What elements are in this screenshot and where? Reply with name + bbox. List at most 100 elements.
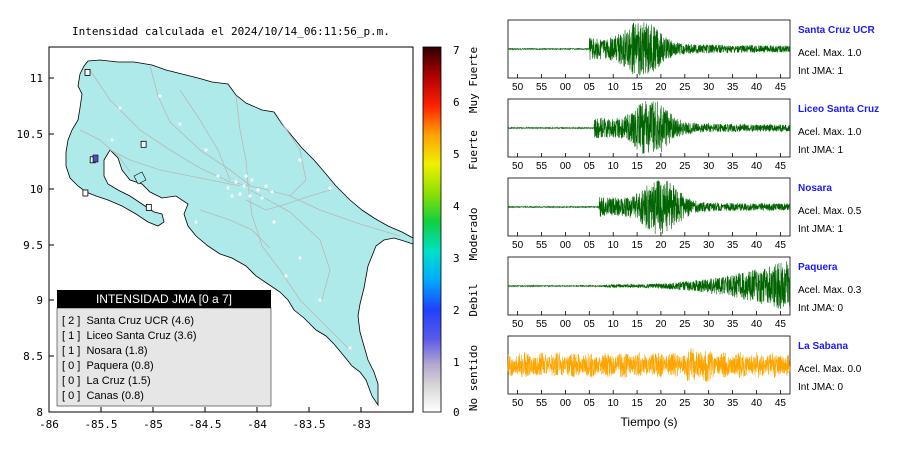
waveform-x-ticks: 50 55 00 05 10 15 20 25 30 35 40 45 <box>512 74 786 93</box>
station-marker <box>82 189 89 197</box>
waveform-tick-label: 05 <box>584 240 596 251</box>
station-name: Nosara <box>798 183 832 194</box>
waveform-tick-label: 55 <box>536 240 548 251</box>
y-tick-label: 10.5 <box>17 128 44 141</box>
waveform-trace <box>507 348 791 382</box>
waveform-panel-santa-cruz-ucr: 50 55 00 05 10 15 20 25 30 35 40 45 Santa Cruz UCR … <box>507 19 875 93</box>
waveform-tick-label: 30 <box>703 319 715 330</box>
station-name: Paquera <box>798 262 838 273</box>
legend-item: [ 0 ] La Cruz (1.5) <box>62 375 151 387</box>
legend-item: [ 1 ] Nosara (1.8) <box>62 345 148 357</box>
waveform-tick-label: 50 <box>512 161 524 172</box>
legend-title-bar <box>57 290 271 308</box>
waveform-tick-label: 15 <box>632 398 644 409</box>
waveform-panel-paquera: 50 55 00 05 10 15 20 25 30 35 40 45 Paquera Acel. M… <box>507 256 862 330</box>
waveform-tick-label: 20 <box>655 82 667 93</box>
y-tick-label: 10 <box>30 183 43 196</box>
colorbar-label: No sentido <box>467 345 480 411</box>
waveform-tick-label: 45 <box>775 319 787 330</box>
waveform-tick-label: 20 <box>655 240 667 251</box>
town-markers <box>110 94 378 408</box>
colorbar-tick: 1 <box>453 356 460 369</box>
waveform-tick-label: 50 <box>512 82 524 93</box>
colorbar-tick: 0 <box>453 406 460 419</box>
colorbar-tick: 6 <box>453 96 460 109</box>
waveform-tick-label: 30 <box>703 161 715 172</box>
y-tick-marks <box>49 77 54 357</box>
waveform-trace <box>507 180 791 235</box>
station-accel: Acel. Max. 1.0 <box>798 127 862 138</box>
waveform-tick-label: 25 <box>679 319 691 330</box>
waveform-tick-label: 15 <box>632 161 644 172</box>
legend-title: INTENSIDAD JMA [0 a 7] <box>96 292 232 306</box>
waveform-tick-label: 10 <box>608 82 620 93</box>
x-tick-label: -83.5 <box>292 418 325 431</box>
y-tick-label: 9 <box>36 294 43 307</box>
waveform-tick-label: 05 <box>584 161 596 172</box>
waveform-panel-la-sabana: 50 55 00 05 10 15 20 25 30 35 40 45 La Sabana Acel.… <box>507 335 862 409</box>
waveform-tick-label: 50 <box>512 398 524 409</box>
colorbar-label: Muy Fuerte <box>467 47 480 113</box>
waveform-tick-label: 05 <box>584 319 596 330</box>
waveform-tick-label: 50 <box>512 240 524 251</box>
waveform-tick-label: 15 <box>632 82 644 93</box>
waveform-tick-label: 55 <box>536 319 548 330</box>
waveform-tick-label: 15 <box>632 319 644 330</box>
legend-item: [ 2 ] Santa Cruz UCR (4.6) <box>62 315 194 327</box>
waveform-tick-label: 00 <box>560 398 572 409</box>
waveform-tick-label: 40 <box>751 319 763 330</box>
waveform-tick-label: 30 <box>703 82 715 93</box>
colorbar-tick: 4 <box>453 200 460 213</box>
map-title: Intensidad calculada el 2024/10/14_06:11… <box>72 25 390 38</box>
waveform-tick-label: 40 <box>751 240 763 251</box>
waveform-tick-label: 35 <box>727 319 739 330</box>
station-accel: Acel. Max. 0.3 <box>798 285 862 296</box>
waveform-tick-label: 20 <box>655 161 667 172</box>
station-marker-highlight <box>92 154 99 163</box>
y-tick-label: 8 <box>36 406 43 419</box>
waveform-tick-label: 55 <box>536 161 548 172</box>
colorbar-tick: 5 <box>453 148 460 161</box>
waveform-trace <box>507 261 791 309</box>
legend-item: [ 0 ] Canas (0.8) <box>62 390 144 402</box>
legend-body <box>56 307 272 407</box>
waveform-tick-label: 45 <box>775 82 787 93</box>
colorbar-tick: 2 <box>453 304 460 317</box>
waveform-x-ticks: 50 55 00 05 10 15 20 25 30 35 40 45 <box>512 390 786 409</box>
colorbar-tick: 7 <box>453 44 460 57</box>
station-jma: Int JMA: 1 <box>798 145 843 156</box>
station-name: Liceo Santa Cruz <box>798 104 879 115</box>
y-tick-label: 9.5 <box>23 239 43 252</box>
waveform-tick-label: 50 <box>512 319 524 330</box>
intensity-colorbar: 7 6 5 4 3 2 1 0 Muy Fuerte Fuerte Modera… <box>422 44 480 419</box>
station-accel: Acel. Max. 1.0 <box>798 48 862 59</box>
waveform-tick-label: 30 <box>703 240 715 251</box>
station-jma: Int JMA: 0 <box>798 382 843 393</box>
waveform-tick-label: 10 <box>608 398 620 409</box>
waveform-x-ticks: 50 55 00 05 10 15 20 25 30 35 40 45 <box>512 311 786 330</box>
waveform-tick-label: 35 <box>727 240 739 251</box>
waveform-tick-label: 25 <box>679 82 691 93</box>
station-name: Santa Cruz UCR <box>798 25 875 36</box>
waveform-trace <box>507 101 791 154</box>
waveform-panels: 50 55 00 05 10 15 20 25 30 35 40 45 Santa Cruz UCR … <box>507 19 879 429</box>
station-accel: Acel. Max. 0.5 <box>798 206 862 217</box>
x-tick-label: -84 <box>247 418 267 431</box>
station-accel: Acel. Max. 0.0 <box>798 364 862 375</box>
waveform-tick-label: 15 <box>632 240 644 251</box>
waveform-tick-label: 40 <box>751 82 763 93</box>
legend-item: [ 0 ] Paquera (0.8) <box>62 360 154 372</box>
station-marker <box>140 140 147 148</box>
y-tick-label: 8.5 <box>23 350 43 363</box>
y-tick-label: 11 <box>30 72 43 85</box>
waveform-tick-label: 10 <box>608 161 620 172</box>
waveform-tick-label: 00 <box>560 82 572 93</box>
waveform-tick-label: 25 <box>679 161 691 172</box>
waveform-tick-label: 20 <box>655 398 667 409</box>
waveform-tick-label: 45 <box>775 398 787 409</box>
station-jma: Int JMA: 1 <box>798 66 843 77</box>
intensity-legend: INTENSIDAD JMA [0 a 7] [ 2 ] Santa Cruz … <box>56 290 272 407</box>
station-jma: Int JMA: 1 <box>798 224 843 235</box>
waveform-panel-nosara: 50 55 00 05 10 15 20 25 30 35 40 45 Nosara Acel. Ma… <box>507 177 862 251</box>
waveform-trace <box>507 22 791 76</box>
